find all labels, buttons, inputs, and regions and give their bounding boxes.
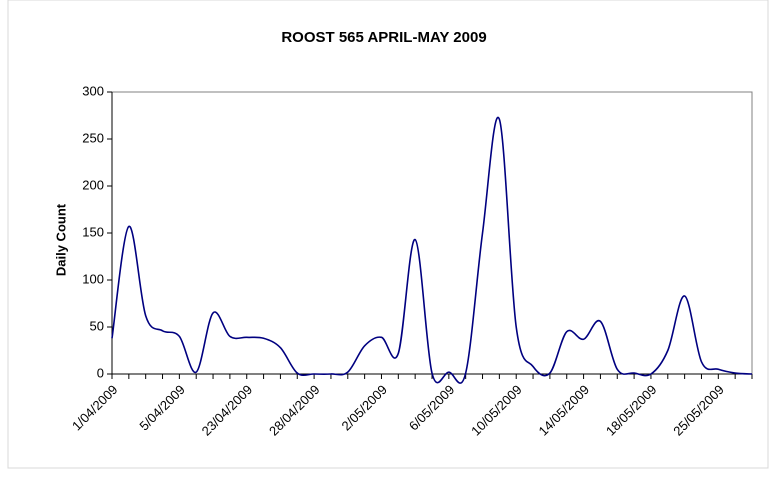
x-tick-label: 25/05/2009 [670,382,727,439]
x-tick-label: 1/04/2009 [69,382,121,434]
y-tick-label: 200 [82,177,104,192]
y-tick-label: 50 [90,318,104,333]
data-line [111,116,753,384]
y-tick-label: 100 [82,271,104,286]
y-axis-label: Daily Count [53,203,68,276]
x-tick-label: 28/04/2009 [266,382,323,439]
y-tick-label: 150 [82,224,104,239]
x-tick-label: 5/04/2009 [136,382,188,434]
y-tick-label: 0 [97,365,104,380]
x-tick-label: 23/04/2009 [199,382,256,439]
x-tick-label: 18/05/2009 [603,382,660,439]
y-tick-label: 250 [82,130,104,145]
y-tick-label: 300 [82,83,104,98]
chart-border [7,0,769,469]
chart-title: ROOST 565 APRIL-MAY 2009 [281,29,486,46]
x-tick-label: 2/05/2009 [339,382,391,434]
x-tick-label: 14/05/2009 [536,382,593,439]
x-tick-label: 10/05/2009 [468,382,525,439]
x-tick-label: 6/05/2009 [406,382,458,434]
plot-area [111,91,753,375]
